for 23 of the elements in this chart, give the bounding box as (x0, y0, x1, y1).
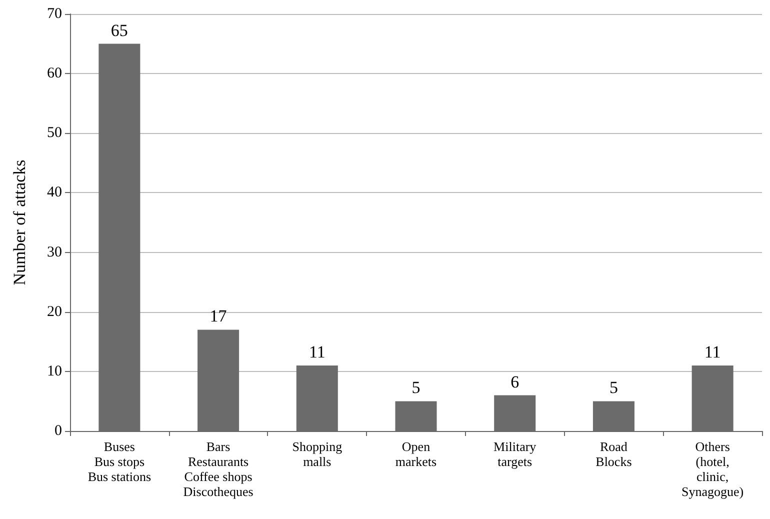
x-tick-label: Others (hotel, clinic, Synagogue) (682, 439, 744, 499)
x-tick-label: Road Blocks (596, 439, 632, 469)
data-label: 65 (110, 20, 128, 40)
x-tick-label: Bars Restaurants Coffee shops Discotheques (183, 439, 254, 499)
y-tick-label: 50 (47, 125, 62, 142)
data-label: 5 (412, 378, 420, 398)
y-tick-label: 30 (47, 244, 62, 260)
data-label: 17 (210, 306, 228, 326)
y-tick-label: 70 (47, 6, 62, 22)
y-axis-title: Number of attacks (10, 160, 29, 286)
x-tick-label: Shopping malls (292, 439, 343, 469)
x-tick-label: Open markets (395, 439, 437, 469)
x-tick-label: Military targets (494, 439, 537, 469)
data-label: 11 (704, 342, 721, 362)
data-label: 11 (308, 342, 326, 362)
y-tick-label: 60 (47, 66, 62, 82)
y-tick-label: 40 (47, 184, 62, 201)
data-label: 5 (609, 378, 618, 398)
x-tick-label: Buses Bus stops Bus stations (88, 439, 152, 484)
y-tick-label: 20 (47, 304, 62, 320)
data-label: 6 (510, 372, 520, 392)
y-tick-label: 10 (47, 363, 62, 380)
y-tick-label: 0 (54, 423, 62, 439)
